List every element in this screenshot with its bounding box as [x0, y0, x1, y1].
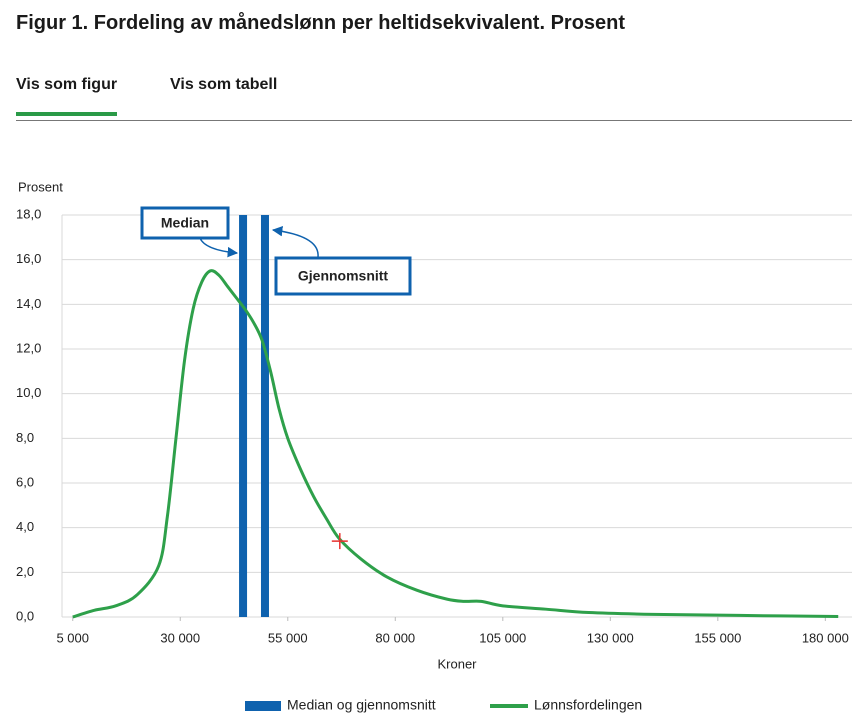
y-tick-label: 18,0 [16, 206, 41, 221]
annotation: Gjennomsnitt [298, 268, 389, 284]
y-tick-label: 14,0 [16, 296, 41, 311]
annotation: Median [161, 215, 209, 231]
y-tick-label: 4,0 [16, 519, 34, 534]
legend-label: Median og gjennomsnitt [287, 697, 436, 713]
x-tick-label: 55 000 [268, 630, 308, 645]
y-tick-label: 6,0 [16, 474, 34, 489]
x-tick-label: 30 000 [160, 630, 200, 645]
tab[interactable]: Vis som tabell [170, 76, 278, 93]
line [72, 269, 839, 619]
y-tick-label: 16,0 [16, 251, 41, 266]
y-tick-label: 2,0 [16, 564, 34, 579]
highlight-marker [331, 533, 348, 550]
x-tick-label: 180 000 [802, 630, 849, 645]
y-tick-label: 12,0 [16, 340, 41, 355]
title: Figur 1. Fordeling av månedslønn per hel… [16, 12, 626, 34]
y-axis-label: Prosent [18, 179, 63, 194]
tab-bar: Vis som figur Vis som tabell [16, 72, 852, 121]
x-tick-label: 155 000 [694, 630, 741, 645]
annotation-box [140, 206, 230, 240]
y-tick-label: 10,0 [16, 385, 41, 400]
tab[interactable]: Vis som figur [16, 76, 118, 116]
x-tick-label: 80 000 [375, 630, 415, 645]
x-tick-label: 130 000 [587, 630, 634, 645]
y-tick-label: 8,0 [16, 430, 34, 445]
annotation-arrow [199, 237, 239, 258]
annotation-box [274, 256, 412, 296]
reference-line [239, 215, 248, 617]
legend-label: Lønnsfordelingen [534, 697, 642, 713]
legend-swatch [245, 701, 281, 711]
x-axis-label: Kroner [437, 656, 477, 671]
annotation-arrow [271, 225, 319, 258]
x-tick-label: 5 000 [56, 630, 89, 645]
reference-line [260, 215, 269, 617]
y-tick-label: 0,0 [16, 608, 34, 623]
x-tick-label: 105 000 [479, 630, 526, 645]
